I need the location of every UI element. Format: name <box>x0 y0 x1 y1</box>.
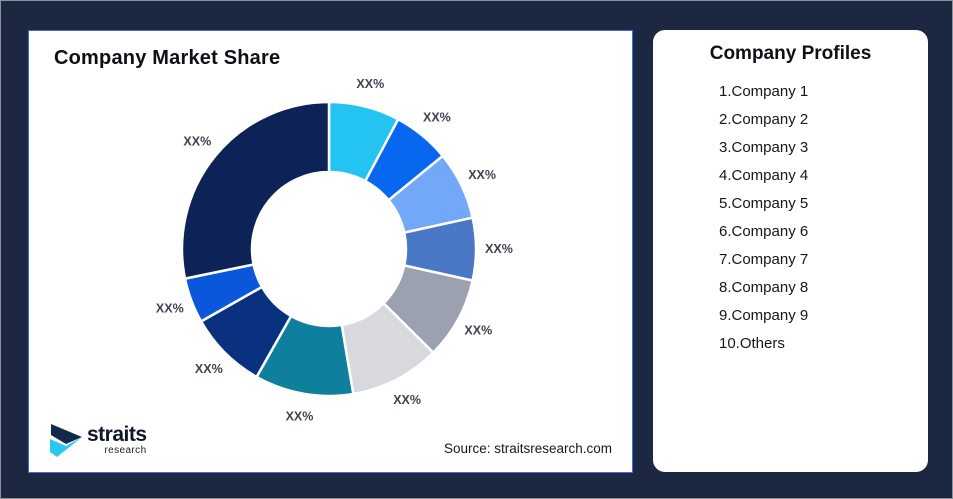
slice-label: XX% <box>423 111 451 125</box>
company-list-item: 9.Company 9 <box>719 307 809 324</box>
company-list-item: 2.Company 2 <box>719 111 809 128</box>
donut-chart: XX% XX% XX% XX% XX% XX% XX% XX% XX% XX% <box>156 77 513 423</box>
slice-label: XX% <box>183 135 211 149</box>
company-list: 1.Company 1 2.Company 2 3.Company 3 4.Compa… <box>653 78 928 358</box>
company-profiles-card: Company Profiles 1.Company 1 2.Company 2 3… <box>653 30 928 472</box>
slice-label: XX% <box>393 393 421 407</box>
profiles-title: Company Profiles <box>709 43 872 64</box>
slice-label: XX% <box>356 77 384 91</box>
slice-label: XX% <box>464 323 492 337</box>
company-list-item: 5.Company 5 <box>719 195 809 212</box>
slice-label: XX% <box>468 168 496 182</box>
slice-label: XX% <box>485 242 513 256</box>
company-list-item: 1.Company 1 <box>719 83 809 100</box>
source-note: Source: straitsresearch.com <box>443 441 612 456</box>
slice-label: XX% <box>286 409 314 423</box>
company-list-item: 7.Company 7 <box>719 251 809 268</box>
logo-subtitle: research <box>104 445 147 456</box>
straits-logo-icon <box>50 424 82 457</box>
company-list-item: 6.Company 6 <box>719 223 809 240</box>
straits-research-logo: straits research <box>45 420 147 460</box>
slice-label: XX% <box>156 302 184 316</box>
company-list-item: 10.Others <box>719 335 785 352</box>
logo-name: straits <box>87 423 147 446</box>
company-list-item: 4.Company 4 <box>719 167 809 184</box>
donut-slice-10 <box>180 100 331 280</box>
company-list-item: 8.Company 8 <box>719 279 809 296</box>
chart-title: Company Market Share <box>54 47 281 69</box>
market-share-card: Company Market Share XX% XX% XX% XX% XX% XX% X… <box>28 30 633 473</box>
company-list-item: 3.Company 3 <box>719 139 809 156</box>
logo-text: straits research <box>87 424 147 456</box>
slice-label: XX% <box>195 362 223 376</box>
